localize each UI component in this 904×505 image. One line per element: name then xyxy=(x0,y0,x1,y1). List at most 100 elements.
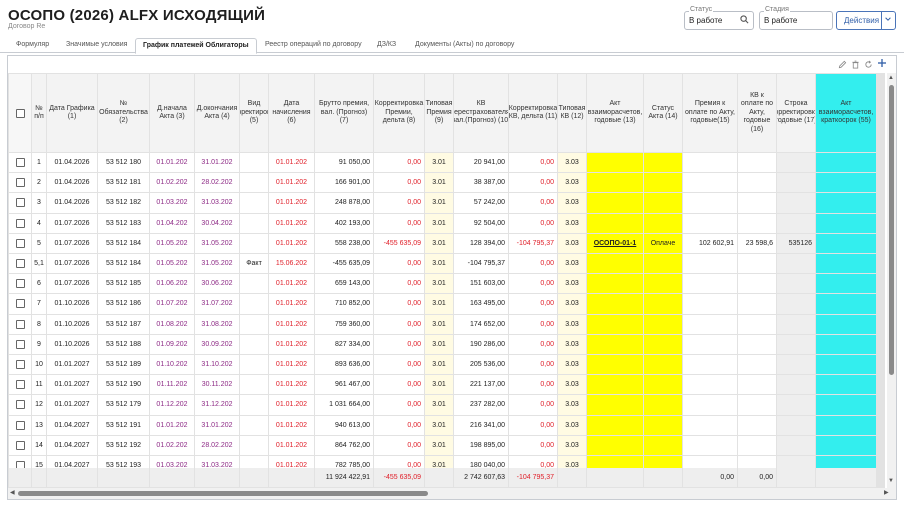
cell-premium-to-pay[interactable] xyxy=(683,274,737,294)
cell-obligation-number[interactable]: 53 512 179 xyxy=(98,395,149,415)
cell-short-term-act[interactable] xyxy=(816,294,876,314)
cell-schedule-date[interactable]: 01.07.2026 xyxy=(47,274,97,294)
cell-settlement-act[interactable] xyxy=(587,153,643,173)
cell-correction-line[interactable] xyxy=(777,334,815,354)
cell-schedule-date[interactable]: 01.04.2026 xyxy=(47,193,97,213)
cell-premium-correction[interactable]: 0,00 xyxy=(374,415,424,435)
row-checkbox[interactable] xyxy=(15,198,25,208)
cell-act-status[interactable] xyxy=(644,395,682,415)
cell-commission-to-pay[interactable] xyxy=(738,415,776,435)
trash-icon[interactable] xyxy=(851,60,860,71)
cell-premium-correction[interactable]: 0,00 xyxy=(374,254,424,274)
cell-typical-commission[interactable]: 3.03 xyxy=(558,415,586,435)
cell-reinsurer-commission[interactable]: 205 536,00 xyxy=(454,355,508,375)
cell-correction-type[interactable]: Факт xyxy=(240,254,268,274)
scroll-left-icon[interactable]: ◀ xyxy=(10,490,15,496)
cell-premium-correction[interactable]: 0,00 xyxy=(374,173,424,193)
cell-premium-correction[interactable]: 0,00 xyxy=(374,274,424,294)
cell-schedule-date[interactable]: 01.01.2027 xyxy=(47,395,97,415)
row-checkbox-cell[interactable] xyxy=(9,294,31,314)
cell-correction-type[interactable] xyxy=(240,375,268,395)
cell-correction-line[interactable] xyxy=(777,153,815,173)
cell-schedule-date[interactable]: 01.07.2026 xyxy=(47,213,97,233)
cell-commission-correction[interactable]: 0,00 xyxy=(509,395,557,415)
cell-commission-to-pay[interactable] xyxy=(738,153,776,173)
cell-short-term-act[interactable] xyxy=(816,334,876,354)
row-checkbox-cell[interactable] xyxy=(9,355,31,375)
cell-act-end-date[interactable]: 31.10.202 xyxy=(195,355,239,375)
header-correction-line[interactable]: Строка корректировки, годовые (17) xyxy=(777,74,815,152)
cell-typical-commission[interactable]: 3.03 xyxy=(558,254,586,274)
cell-reinsurer-commission[interactable]: 198 895,00 xyxy=(454,435,508,455)
cell-obligation-number[interactable]: 53 512 181 xyxy=(98,173,149,193)
cell-act-start-date[interactable]: 01.01.202 xyxy=(150,153,194,173)
cell-gross-premium[interactable]: 940 613,00 xyxy=(315,415,373,435)
cell-commission-correction[interactable]: 0,00 xyxy=(509,334,557,354)
cell-correction-line[interactable] xyxy=(777,395,815,415)
cell-obligation-number[interactable]: 53 512 184 xyxy=(98,254,149,274)
cell-reinsurer-commission[interactable]: 237 282,00 xyxy=(454,395,508,415)
cell-reinsurer-commission[interactable]: 38 387,00 xyxy=(454,173,508,193)
cell-premium-to-pay[interactable] xyxy=(683,375,737,395)
cell-accrual-date[interactable]: 01.01.202 xyxy=(269,395,314,415)
cell-row-number[interactable]: 8 xyxy=(32,314,46,334)
cell-accrual-date[interactable]: 01.01.202 xyxy=(269,274,314,294)
cell-commission-to-pay[interactable] xyxy=(738,355,776,375)
cell-premium-correction[interactable]: 0,00 xyxy=(374,395,424,415)
cell-row-number[interactable]: 3 xyxy=(32,193,46,213)
cell-premium-correction[interactable]: 0,00 xyxy=(374,435,424,455)
tab-formular[interactable]: Формуляр xyxy=(16,41,50,48)
row-checkbox-cell[interactable] xyxy=(9,173,31,193)
cell-row-number[interactable]: 13 xyxy=(32,415,46,435)
plus-icon[interactable] xyxy=(877,58,887,71)
pencil-icon[interactable] xyxy=(838,60,847,71)
tab-receivables-payables[interactable]: ДЗ/КЗ xyxy=(377,41,397,48)
cell-act-end-date[interactable]: 30.06.202 xyxy=(195,274,239,294)
cell-act-status[interactable] xyxy=(644,334,682,354)
cell-act-status[interactable] xyxy=(644,314,682,334)
cell-correction-type[interactable] xyxy=(240,355,268,375)
row-checkbox[interactable] xyxy=(15,259,25,269)
cell-schedule-date[interactable]: 01.04.2027 xyxy=(47,415,97,435)
cell-row-number[interactable]: 10 xyxy=(32,355,46,375)
header-premium-correction[interactable]: Корректировка Премии, дельта (8) xyxy=(374,74,424,152)
header-premium-to-pay[interactable]: Премия к оплате по Акту, годовые(15) xyxy=(683,74,737,152)
cell-obligation-number[interactable]: 53 512 183 xyxy=(98,213,149,233)
cell-gross-premium[interactable]: 659 143,00 xyxy=(315,274,373,294)
cell-commission-correction[interactable]: 0,00 xyxy=(509,294,557,314)
cell-act-status[interactable] xyxy=(644,294,682,314)
cell-reinsurer-commission[interactable]: 216 341,00 xyxy=(454,415,508,435)
cell-premium-to-pay[interactable] xyxy=(683,193,737,213)
cell-commission-to-pay[interactable] xyxy=(738,173,776,193)
cell-act-start-date[interactable]: 01.03.202 xyxy=(150,193,194,213)
cell-commission-correction[interactable]: 0,00 xyxy=(509,355,557,375)
header-correction-type[interactable]: Вид корректировки (5) xyxy=(240,74,268,152)
cell-short-term-act[interactable] xyxy=(816,375,876,395)
cell-act-status[interactable] xyxy=(644,415,682,435)
cell-reinsurer-commission[interactable]: 57 242,00 xyxy=(454,193,508,213)
cell-premium-to-pay[interactable] xyxy=(683,173,737,193)
cell-typical-commission[interactable]: 3.03 xyxy=(558,375,586,395)
header-act-status[interactable]: Статус Акта (14) xyxy=(644,74,682,152)
horizontal-scrollbar[interactable]: ◀ ▶ xyxy=(8,488,896,499)
cell-act-start-date[interactable]: 01.04.202 xyxy=(150,213,194,233)
cell-reinsurer-commission[interactable]: 20 941,00 xyxy=(454,153,508,173)
cell-settlement-act[interactable] xyxy=(587,213,643,233)
cell-premium-correction[interactable]: 0,00 xyxy=(374,314,424,334)
cell-short-term-act[interactable] xyxy=(816,274,876,294)
cell-act-status[interactable] xyxy=(644,153,682,173)
row-checkbox[interactable] xyxy=(15,218,25,228)
cell-correction-line[interactable] xyxy=(777,294,815,314)
cell-schedule-date[interactable]: 01.07.2026 xyxy=(47,254,97,274)
cell-commission-correction[interactable]: 0,00 xyxy=(509,213,557,233)
header-gross-premium[interactable]: Брутто премия, вал. (Прогноз) (7) xyxy=(315,74,373,152)
cell-accrual-date[interactable]: 01.01.202 xyxy=(269,355,314,375)
cell-commission-correction[interactable]: 0,00 xyxy=(509,375,557,395)
cell-gross-premium[interactable]: 166 901,00 xyxy=(315,173,373,193)
cell-row-number[interactable]: 7 xyxy=(32,294,46,314)
cell-obligation-number[interactable]: 53 512 185 xyxy=(98,274,149,294)
cell-settlement-act[interactable] xyxy=(587,395,643,415)
tab-significant-conditions[interactable]: Значимые условия xyxy=(66,41,128,48)
row-checkbox-cell[interactable] xyxy=(9,193,31,213)
cell-row-number[interactable]: 6 xyxy=(32,274,46,294)
